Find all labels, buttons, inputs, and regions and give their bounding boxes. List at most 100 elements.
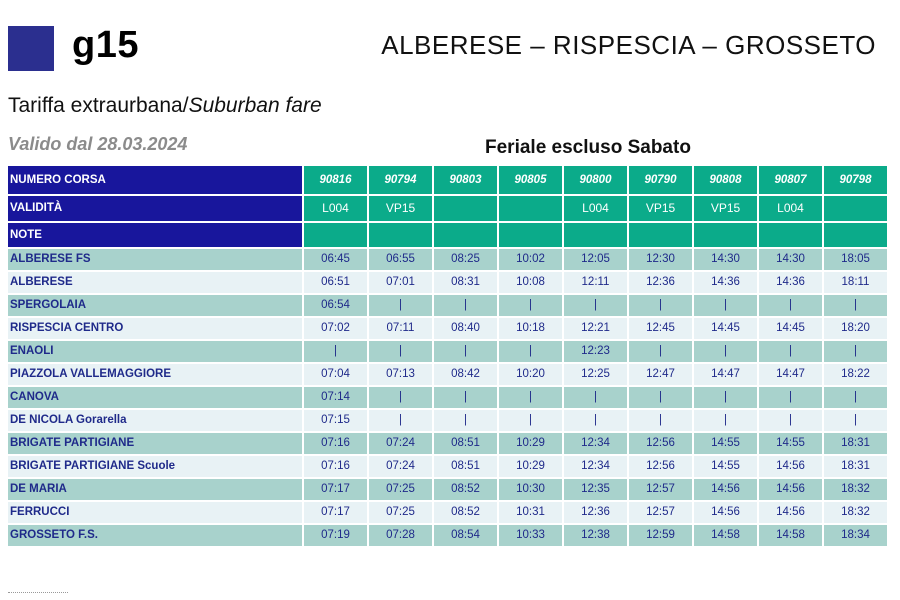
stop-row: RISPESCIA CENTRO 07:02 07:11 08:40 10:18 12:2… (8, 318, 887, 339)
line-code: g15 (72, 24, 139, 66)
departure-time: 14:36 (759, 272, 822, 293)
departure-time: 08:51 (434, 456, 497, 477)
departure-time: 12:57 (629, 502, 692, 523)
run-number: 90807 (759, 166, 822, 194)
validity-code: VP15 (694, 196, 757, 221)
departure-time: 12:56 (629, 456, 692, 477)
run-number: 90800 (564, 166, 627, 194)
stop-row: BRIGATE PARTIGIANE 07:16 07:24 08:51 10:29 12… (8, 433, 887, 454)
departure-time: 10:18 (499, 318, 562, 339)
departure-time: 12:05 (564, 249, 627, 270)
departure-time: | (629, 410, 692, 431)
stop-name: ENAOLI (8, 341, 302, 362)
departure-time: | (759, 387, 822, 408)
footer-divider (8, 592, 68, 594)
stop-row: BRIGATE PARTIGIANE Scuole 07:16 07:24 08:51… (8, 456, 887, 477)
departure-time: 12:23 (564, 341, 627, 362)
validity-code: L004 (564, 196, 627, 221)
departure-time: 08:42 (434, 364, 497, 385)
fare-english: Suburban fare (188, 94, 322, 117)
departure-time: 10:02 (499, 249, 562, 270)
departure-time: 14:45 (759, 318, 822, 339)
departure-time: 08:31 (434, 272, 497, 293)
departure-time: 12:38 (564, 525, 627, 546)
departure-time: 18:20 (824, 318, 887, 339)
validity-label: VALIDITÀ (8, 196, 302, 221)
departure-time: 14:56 (759, 456, 822, 477)
departure-time: 14:56 (759, 479, 822, 500)
stop-row: DE NICOLA Gorarella 07:15 | | | | | | | | (8, 410, 887, 431)
line-color-square (8, 26, 54, 71)
departure-time: 07:19 (304, 525, 367, 546)
run-number-row: NUMERO CORSA 90816 90794 90803 90805 908… (8, 166, 887, 194)
departure-time: 12:36 (629, 272, 692, 293)
departure-time: | (369, 410, 432, 431)
validity-code: VP15 (369, 196, 432, 221)
departure-time: 07:17 (304, 502, 367, 523)
departure-time: 12:36 (564, 502, 627, 523)
stop-row: ALBERESE FS 06:45 06:55 08:25 10:02 12:05 12:3… (8, 249, 887, 270)
note-cell (629, 223, 692, 247)
departure-time: 14:56 (759, 502, 822, 523)
departure-time: | (759, 295, 822, 316)
departure-time: 14:55 (694, 433, 757, 454)
departure-time: | (824, 341, 887, 362)
departure-time: 07:13 (369, 364, 432, 385)
departure-time: 06:55 (369, 249, 432, 270)
stop-name: RISPESCIA CENTRO (8, 318, 302, 339)
departure-time: 12:35 (564, 479, 627, 500)
departure-time: 18:31 (824, 456, 887, 477)
stop-name: ALBERESE (8, 272, 302, 293)
departure-time: 14:58 (759, 525, 822, 546)
stop-row: PIAZZOLA VALLEMAGGIORE 07:04 07:13 08:42 10:… (8, 364, 887, 385)
run-number: 90803 (434, 166, 497, 194)
stop-row: ENAOLI | | | | 12:23 | | | | (8, 341, 887, 362)
departure-time: | (304, 341, 367, 362)
departure-time: 08:51 (434, 433, 497, 454)
departure-time: 07:11 (369, 318, 432, 339)
departure-time: | (564, 410, 627, 431)
departure-time: 08:54 (434, 525, 497, 546)
note-cell (434, 223, 497, 247)
departure-time: 10:08 (499, 272, 562, 293)
departure-time: 12:59 (629, 525, 692, 546)
departure-time: 14:56 (694, 502, 757, 523)
note-cell (499, 223, 562, 247)
departure-time: 14:47 (759, 364, 822, 385)
departure-time: 10:31 (499, 502, 562, 523)
departure-time: | (694, 410, 757, 431)
departure-time: 14:55 (759, 433, 822, 454)
stop-name: ALBERESE FS (8, 249, 302, 270)
departure-time: 10:29 (499, 456, 562, 477)
run-number: 90798 (824, 166, 887, 194)
departure-time: 08:40 (434, 318, 497, 339)
run-number-label: NUMERO CORSA (8, 166, 302, 194)
departure-time: 07:15 (304, 410, 367, 431)
departure-time: 12:57 (629, 479, 692, 500)
stop-name: GROSSETO F.S. (8, 525, 302, 546)
fare-italian: Tariffa extraurbana/ (8, 94, 189, 117)
departure-time: | (629, 295, 692, 316)
stop-row: CANOVA 07:14 | | | | | | | | (8, 387, 887, 408)
departure-time: 18:22 (824, 364, 887, 385)
note-row: NOTE (8, 223, 887, 247)
departure-time: | (564, 387, 627, 408)
departure-time: 14:30 (694, 249, 757, 270)
departure-time: | (694, 341, 757, 362)
departure-time: 08:52 (434, 502, 497, 523)
departure-time: 14:47 (694, 364, 757, 385)
departure-time: 07:25 (369, 502, 432, 523)
validity-code: L004 (759, 196, 822, 221)
departure-time: 14:30 (759, 249, 822, 270)
run-number: 90816 (304, 166, 367, 194)
run-number: 90794 (369, 166, 432, 194)
fare-type: Tariffa extraurbana/Suburban fare (8, 94, 322, 118)
stop-row: FERRUCCI 07:17 07:25 08:52 10:31 12:36 12:57 14… (8, 502, 887, 523)
stop-name: DE MARIA (8, 479, 302, 500)
departure-time: 10:20 (499, 364, 562, 385)
note-cell (759, 223, 822, 247)
departure-time: 14:58 (694, 525, 757, 546)
note-label: NOTE (8, 223, 302, 247)
departure-time: 12:34 (564, 456, 627, 477)
timetable: NUMERO CORSA 90816 90794 90803 90805 908… (6, 164, 889, 548)
